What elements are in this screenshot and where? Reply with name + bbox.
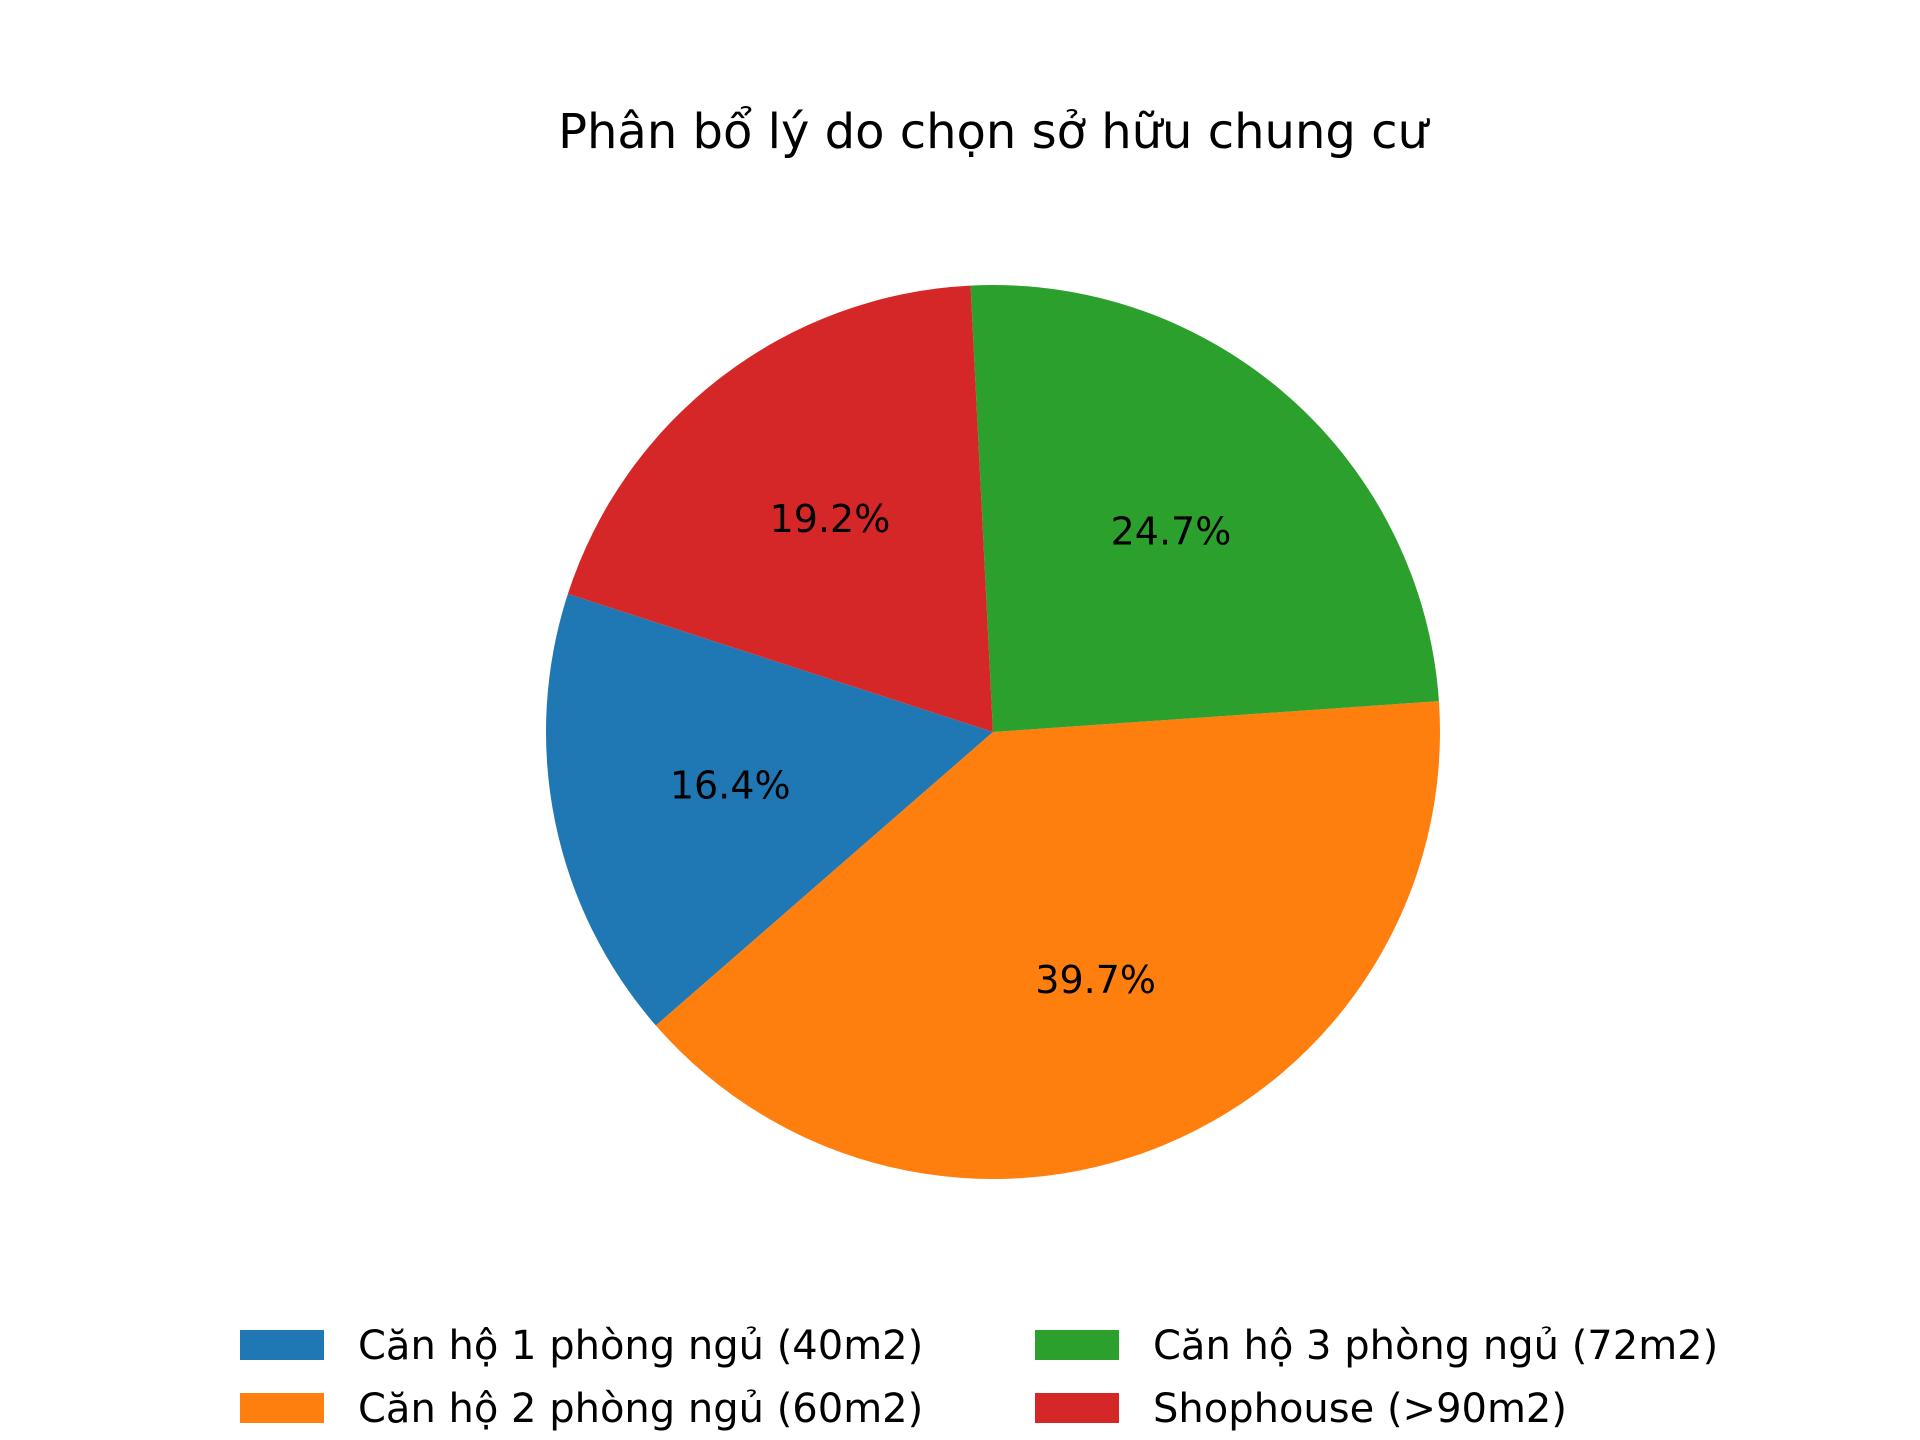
pie-slices bbox=[546, 285, 1440, 1179]
legend-label: Căn hộ 1 phòng ngủ (40m2) bbox=[358, 1323, 923, 1369]
legend-label: Shophouse (>90m2) bbox=[1153, 1386, 1567, 1432]
legend-item-can-ho-3-phong-ngu-72m2: Căn hộ 3 phòng ngủ (72m2) bbox=[1035, 1323, 1718, 1369]
legend-swatch bbox=[1035, 1393, 1119, 1423]
slice-percent-label: 16.4% bbox=[670, 764, 791, 808]
legend-item-can-ho-1-phong-ngu-40m2: Căn hộ 1 phòng ngủ (40m2) bbox=[240, 1323, 923, 1369]
slice-percent-label: 39.7% bbox=[1035, 958, 1156, 1002]
legend-label: Căn hộ 3 phòng ngủ (72m2) bbox=[1153, 1323, 1718, 1369]
legend-item-can-ho-2-phong-ngu-60m2: Căn hộ 2 phòng ngủ (60m2) bbox=[240, 1386, 923, 1432]
slice-percent-label: 24.7% bbox=[1111, 509, 1232, 553]
chart-title: Phân bổ lý do chọn sở hữu chung cư bbox=[558, 104, 1430, 160]
legend-swatch bbox=[240, 1393, 324, 1423]
slice-percent-label: 19.2% bbox=[770, 497, 891, 541]
legend-label: Căn hộ 2 phòng ngủ (60m2) bbox=[358, 1386, 923, 1432]
legend: Căn hộ 1 phòng ngủ (40m2) Căn hộ 2 phòng … bbox=[240, 1323, 1718, 1432]
legend-item-shophouse-90m2: Shophouse (>90m2) bbox=[1035, 1386, 1567, 1432]
legend-swatch bbox=[1035, 1330, 1119, 1360]
legend-swatch bbox=[240, 1330, 324, 1360]
